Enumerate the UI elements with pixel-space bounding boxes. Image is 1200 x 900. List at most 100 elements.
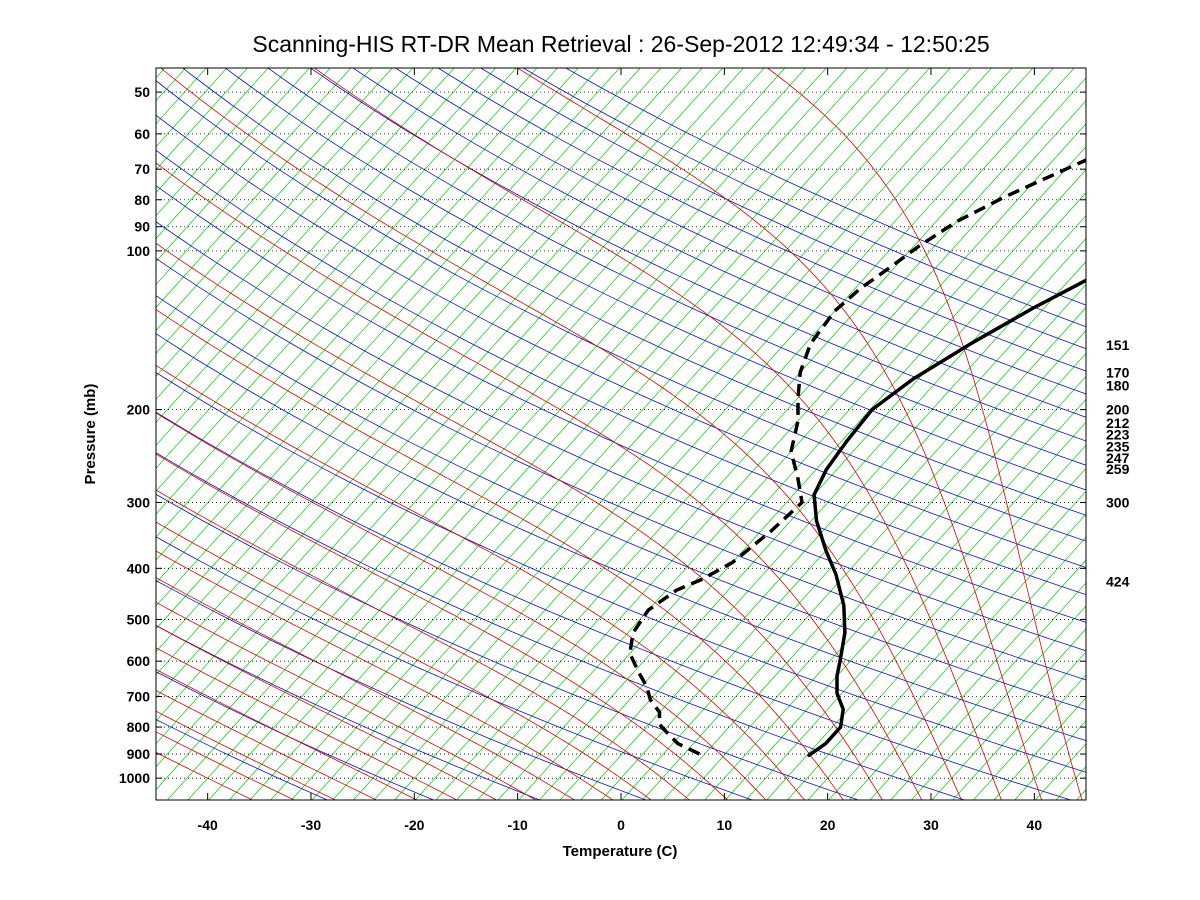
- dry-adiabat-line: [156, 671, 434, 800]
- isotherm-line: [156, 68, 310, 240]
- isotherm-line: [156, 68, 620, 584]
- dry-adiabat-line: [352, 68, 1086, 418]
- dry-adiabat-line: [267, 68, 1086, 466]
- right-pressure-label: 300: [1106, 494, 1130, 510]
- isotherm-line: [229, 68, 889, 800]
- right-pressure-label: 212: [1106, 415, 1130, 431]
- isotherm-line: [156, 68, 496, 446]
- dry-adiabat-line: [156, 221, 1086, 652]
- isotherm-line: [156, 68, 517, 469]
- isotherm-line: [993, 697, 1086, 800]
- pressure-gridlines: [156, 91, 1086, 779]
- isotherm-line: [156, 68, 538, 492]
- isotherm-line: [291, 68, 951, 800]
- isotherm-line: [828, 513, 1086, 800]
- isotherm-line: [156, 68, 703, 676]
- right-pressure-label: 223: [1106, 427, 1130, 443]
- y-tick-label: 100: [127, 243, 151, 259]
- isotherm-line: [156, 68, 724, 699]
- isotherm-line: [0, 63, 66, 800]
- y-tick-label: 900: [127, 746, 151, 762]
- x-tick-label: 30: [923, 817, 939, 833]
- isotherm-line: [156, 68, 786, 768]
- background-adiabats-isotherms: [0, 63, 1200, 800]
- moist-adiabat-line: [156, 242, 883, 800]
- chart-title: Scanning-HIS RT-DR Mean Retrieval : 26-S…: [252, 31, 989, 57]
- isotherm-line: [394, 68, 1054, 800]
- dry-adiabat-line: [156, 333, 1086, 742]
- isotherm-line: [539, 192, 1086, 800]
- temperature-profile-line: [807, 278, 1086, 758]
- isotherm-line: [156, 68, 662, 630]
- dry-adiabat-line: [156, 536, 753, 800]
- dry-adiabat-line: [156, 411, 1071, 800]
- moist-adiabat-line: [156, 550, 614, 800]
- isotherm-line: [807, 490, 1086, 800]
- isotherm-line: [497, 146, 1086, 800]
- y-tick-label: 700: [127, 688, 151, 704]
- profile-lines: [628, 158, 1086, 758]
- y-tick-label: 50: [134, 84, 150, 100]
- isotherm-line: [156, 68, 579, 538]
- isotherm-line: [311, 68, 972, 800]
- dry-adiabat-line: [156, 624, 540, 800]
- dry-adiabat-line: [156, 114, 1086, 568]
- isotherm-line: [435, 77, 1086, 800]
- x-axis-label: Temperature (C): [563, 843, 678, 860]
- y-tick-label: 90: [134, 219, 150, 235]
- dry-adiabat-line: [224, 68, 1086, 491]
- x-tick-label: -30: [301, 817, 321, 833]
- dry-adiabat-line: [182, 68, 1086, 516]
- y-axis-label: Pressure (mb): [82, 384, 99, 485]
- isotherm-line: [787, 467, 1086, 800]
- moist-adiabat-line: [156, 690, 377, 800]
- right-pressure-label: 424: [1106, 574, 1130, 590]
- isotherm-line: [766, 444, 1086, 800]
- isotherm-line: [869, 559, 1086, 800]
- moist-adiabat-line: [313, 68, 1002, 800]
- x-tick-label: 40: [1027, 817, 1043, 833]
- x-tick-label: 10: [717, 817, 733, 833]
- isotherm-line: [156, 68, 476, 423]
- x-tick-label: -10: [508, 817, 528, 833]
- isotherm-line: [249, 68, 910, 800]
- dry-adiabat-line: [479, 68, 1086, 350]
- isotherm-line: [332, 68, 992, 800]
- y-tick-label: 600: [127, 653, 151, 669]
- moist-adiabat-line: [156, 521, 652, 800]
- isotherm-line: [518, 169, 1086, 800]
- dry-adiabat-line: [394, 68, 1086, 395]
- moist-adiabat-line: [156, 453, 728, 800]
- isotherm-line: [156, 68, 207, 125]
- isotherm-line: [156, 68, 434, 377]
- y-tick-label: 70: [134, 161, 150, 177]
- isotherm-line: [415, 68, 1075, 800]
- isotherm-line: [0, 63, 87, 800]
- moist-adiabat-line: [156, 162, 923, 800]
- isotherm-line: [704, 375, 1086, 800]
- moist-adiabat-line: [156, 309, 844, 800]
- isotherm-line: [745, 421, 1086, 800]
- y-tick-label: 60: [134, 126, 150, 142]
- isotherm-line: [931, 628, 1086, 800]
- isotherm-line: [580, 238, 1086, 800]
- right-pressure-label: 200: [1106, 402, 1130, 418]
- dry-adiabat-line: [156, 185, 1086, 623]
- isotherm-line: [156, 68, 455, 400]
- isotherm-line: [621, 284, 1086, 800]
- dry-adiabat-line: [156, 149, 1086, 596]
- dewpoint-profile-line: [628, 158, 1086, 756]
- dry-adiabat-line: [309, 68, 1086, 442]
- isotherm-line: [973, 674, 1086, 800]
- moist-adiabat-line: [156, 625, 497, 800]
- moist-adiabat-line: [156, 647, 458, 800]
- isotherm-line: [1118, 63, 1200, 800]
- isotherm-line: [167, 68, 827, 800]
- moist-adiabat-line: [516, 68, 1042, 800]
- isotherm-line: [559, 215, 1086, 800]
- x-axis-ticks: -40 -30 -20 -10 0 10 20 30 40: [198, 68, 1043, 833]
- isotherm-line: [156, 68, 414, 354]
- dry-adiabat-line: [565, 68, 1086, 306]
